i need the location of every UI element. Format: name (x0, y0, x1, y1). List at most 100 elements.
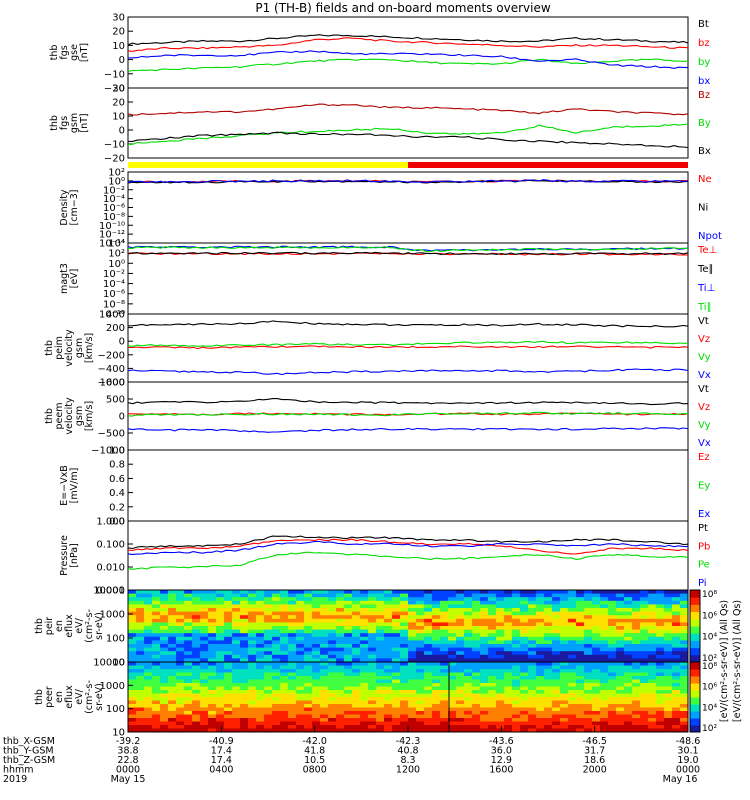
heat-cell (360, 622, 369, 627)
heat-cell (456, 622, 465, 627)
heat-cell (544, 711, 553, 715)
heat-cell (520, 693, 529, 698)
heat-cell (400, 629, 409, 634)
heat-cell (392, 654, 401, 659)
heat-cell (576, 721, 585, 726)
heat-cell (592, 636, 601, 641)
heat-cell (224, 725, 233, 729)
heat-cell (368, 651, 377, 656)
heat-cell (296, 647, 305, 652)
heat-cell (128, 644, 137, 649)
heat-cell (264, 608, 273, 613)
heat-cell (216, 721, 225, 726)
heat-cell (464, 672, 473, 677)
heat-cell (624, 636, 633, 641)
heat-cell (672, 725, 681, 729)
legend-Vy: Vy (698, 420, 711, 431)
heat-cell (576, 697, 585, 701)
heat-cell (328, 714, 337, 719)
heat-cell (544, 728, 553, 733)
heat-cell (464, 647, 473, 652)
heat-cell (464, 707, 473, 712)
heat-cell (656, 707, 665, 712)
heat-cell (376, 629, 385, 634)
heat-cell (512, 693, 521, 698)
heat-cell (288, 669, 297, 673)
heat-cell (600, 647, 609, 652)
heat-cell (664, 690, 673, 694)
heat-cell (504, 636, 513, 641)
heat-cell (184, 640, 193, 645)
heat-cell (360, 629, 369, 634)
heat-cell (416, 721, 425, 726)
heat-cell (680, 679, 689, 684)
heat-cell (240, 615, 249, 620)
heat-cell (376, 615, 385, 620)
heat-cell (256, 622, 265, 627)
heat-cell (256, 629, 265, 634)
heat-cell (184, 636, 193, 641)
heat-cell (512, 728, 521, 733)
heat-cell (536, 654, 545, 659)
heat-cell (544, 651, 553, 656)
colorbar-step (690, 725, 700, 733)
heat-cell (320, 707, 329, 712)
heat-cell (200, 644, 209, 649)
heat-cell (248, 600, 257, 605)
heat-cell (416, 622, 425, 627)
heat-cell (488, 600, 497, 605)
heat-cell (320, 704, 329, 708)
heat-cell (560, 676, 569, 680)
heat-cell (224, 636, 233, 641)
heat-cell (496, 654, 505, 659)
heat-cell (288, 600, 297, 605)
heat-cell (600, 679, 609, 684)
heat-cell (136, 593, 145, 598)
heat-cell (416, 669, 425, 673)
heat-cell (480, 672, 489, 677)
heat-cell (672, 647, 681, 652)
heat-cell (280, 615, 289, 620)
heat-cell (400, 654, 409, 659)
heat-cell (256, 686, 265, 691)
heat-cell (280, 686, 289, 691)
heat-cell (160, 690, 169, 694)
heat-cell (248, 604, 257, 609)
heat-cell (640, 728, 649, 733)
end-date-label: May 16 (663, 774, 698, 785)
heat-cell (504, 633, 513, 638)
heat-cell (224, 707, 233, 712)
heat-cell (600, 590, 609, 595)
heat-cell (448, 647, 457, 652)
heat-cell (240, 654, 249, 659)
heat-cell (256, 665, 265, 670)
heat-cell (648, 604, 657, 609)
heat-cell (672, 658, 681, 663)
heat-cell (392, 590, 401, 595)
heat-cell (224, 654, 233, 659)
heat-cell (648, 721, 657, 726)
heat-cell (408, 633, 417, 638)
heat-cell (528, 711, 537, 715)
heat-cell (320, 626, 329, 631)
heat-cell (416, 676, 425, 680)
heat-cell (328, 611, 337, 616)
heat-cell (200, 693, 209, 698)
heat-cell (440, 704, 449, 708)
heat-cell (232, 669, 241, 673)
heat-cell (512, 665, 521, 670)
heat-cell (144, 622, 153, 627)
heat-cell (680, 636, 689, 641)
heat-cell (440, 654, 449, 659)
heat-cell (680, 658, 689, 663)
heat-cell (536, 622, 545, 627)
heat-cell (680, 707, 689, 712)
heat-cell (360, 672, 369, 677)
heat-cell (512, 647, 521, 652)
heat-cell (224, 686, 233, 691)
heat-cell (464, 633, 473, 638)
heat-cell (472, 633, 481, 638)
heat-cell (224, 597, 233, 602)
heat-cell (192, 662, 201, 666)
heat-cell (168, 615, 177, 620)
